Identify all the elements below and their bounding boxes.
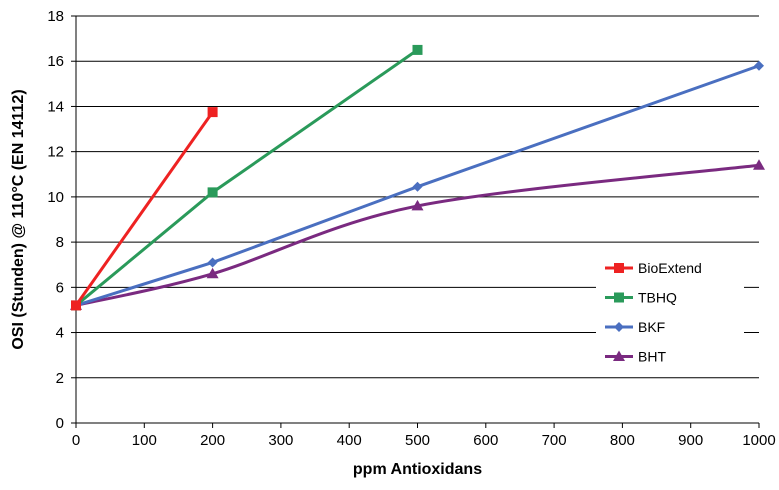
x-tick-label: 600	[473, 432, 498, 449]
series-line	[75, 64, 760, 307]
series-tbhq	[71, 44, 423, 311]
legend-label: BioExtend	[638, 260, 702, 276]
y-tick-label: 10	[47, 189, 64, 206]
data-point	[206, 267, 219, 279]
y-tick-label: 4	[56, 325, 64, 342]
y-tick-label: 2	[56, 370, 64, 387]
legend-label: BHT	[638, 349, 666, 365]
series-line	[75, 48, 419, 307]
legend-item: BioExtend	[605, 260, 702, 276]
legend-marker	[613, 350, 625, 361]
y-tick-label: 8	[56, 234, 64, 251]
x-tick-label: 100	[132, 432, 157, 449]
legend: BioExtend TBHQ BKF BHT	[596, 250, 744, 374]
series-layer	[70, 44, 765, 311]
x-tick-label: 400	[337, 432, 362, 449]
legend-item: BHT	[605, 349, 666, 365]
y-tick-label: 12	[47, 144, 64, 161]
data-point	[412, 181, 423, 192]
data-point	[207, 107, 218, 118]
x-tick-label: 200	[200, 432, 225, 449]
data-point	[207, 257, 218, 268]
y-axis-title: OSI (Stunden) @ 110°C (EN 14112)	[10, 89, 27, 349]
data-point	[207, 187, 218, 198]
x-tick-label: 800	[610, 432, 635, 449]
x-tick-label: 300	[268, 432, 293, 449]
legend-item: TBHQ	[605, 290, 677, 306]
legend-label: TBHQ	[638, 290, 677, 306]
series-line	[74, 111, 214, 307]
data-point	[411, 199, 424, 211]
y-tick-label: 14	[47, 98, 64, 115]
grid-layer	[76, 15, 759, 379]
legend-marker	[614, 263, 624, 273]
axis-layer: 0 2 4 6 8 10 12 14 16 18 0 100 200 300 400 500 600 700 800…	[47, 8, 775, 449]
x-tick-label: 700	[542, 432, 567, 449]
legend-marker	[614, 322, 624, 332]
x-tick-label: 500	[405, 432, 430, 449]
series-line	[75, 163, 760, 307]
data-point	[753, 159, 765, 170]
y-tick-label: 18	[47, 8, 64, 25]
data-point	[71, 300, 81, 311]
y-tick-label: 0	[56, 415, 64, 432]
legend-item: BKF	[605, 319, 665, 335]
x-tick-label: 0	[72, 432, 80, 449]
x-tick-label: 900	[678, 432, 703, 449]
data-point	[412, 44, 423, 55]
series-bioextend	[71, 107, 218, 311]
x-tick-label: 1000	[742, 432, 775, 449]
y-tick-label: 16	[47, 53, 64, 70]
y-tick-label: 6	[56, 279, 64, 296]
legend-label: BKF	[638, 319, 665, 335]
legend-marker	[614, 292, 624, 303]
x-axis-title: ppm Antioxidans	[353, 461, 482, 478]
data-point	[754, 60, 764, 71]
